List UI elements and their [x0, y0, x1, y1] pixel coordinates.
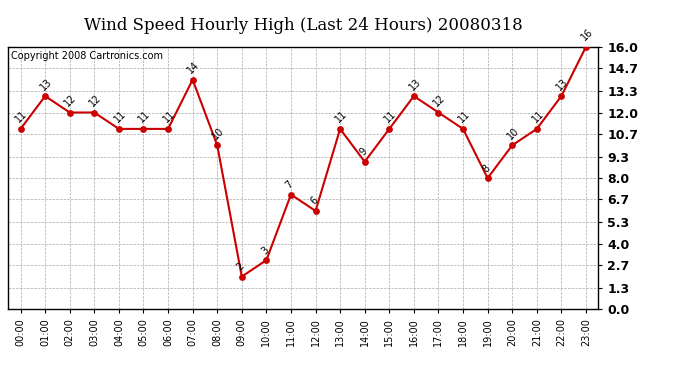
Text: 12: 12	[63, 93, 79, 108]
Text: 14: 14	[186, 60, 201, 75]
Point	[580, 44, 591, 50]
Text: 13: 13	[407, 76, 423, 92]
Text: Copyright 2008 Cartronics.com: Copyright 2008 Cartronics.com	[11, 51, 164, 61]
Point	[261, 257, 272, 263]
Point	[138, 126, 149, 132]
Point	[556, 93, 567, 99]
Point	[359, 159, 371, 165]
Text: 11: 11	[456, 109, 472, 125]
Point	[89, 110, 100, 116]
Text: 11: 11	[382, 109, 398, 125]
Point	[335, 126, 346, 132]
Point	[531, 126, 542, 132]
Text: 11: 11	[161, 109, 177, 125]
Text: 3: 3	[259, 244, 271, 256]
Point	[236, 274, 247, 280]
Text: 8: 8	[481, 162, 492, 174]
Point	[187, 77, 198, 83]
Point	[310, 208, 321, 214]
Text: 2: 2	[235, 261, 246, 272]
Text: 11: 11	[137, 109, 152, 125]
Text: 11: 11	[112, 109, 128, 125]
Point	[15, 126, 26, 132]
Text: 12: 12	[431, 93, 447, 108]
Point	[433, 110, 444, 116]
Point	[506, 142, 518, 148]
Point	[113, 126, 124, 132]
Text: 13: 13	[554, 76, 570, 92]
Text: 11: 11	[14, 109, 30, 125]
Point	[39, 93, 50, 99]
Text: 6: 6	[308, 195, 320, 207]
Text: 16: 16	[579, 27, 595, 43]
Text: 9: 9	[357, 146, 369, 158]
Text: 7: 7	[284, 179, 295, 190]
Point	[408, 93, 420, 99]
Text: 10: 10	[505, 125, 521, 141]
Point	[64, 110, 75, 116]
Text: 13: 13	[38, 76, 54, 92]
Text: 11: 11	[333, 109, 349, 125]
Text: 12: 12	[88, 93, 103, 108]
Point	[286, 192, 297, 198]
Text: Wind Speed Hourly High (Last 24 Hours) 20080318: Wind Speed Hourly High (Last 24 Hours) 2…	[84, 17, 523, 34]
Point	[457, 126, 469, 132]
Text: 10: 10	[210, 125, 226, 141]
Point	[384, 126, 395, 132]
Point	[212, 142, 223, 148]
Point	[482, 175, 493, 181]
Text: 11: 11	[530, 109, 546, 125]
Point	[163, 126, 174, 132]
